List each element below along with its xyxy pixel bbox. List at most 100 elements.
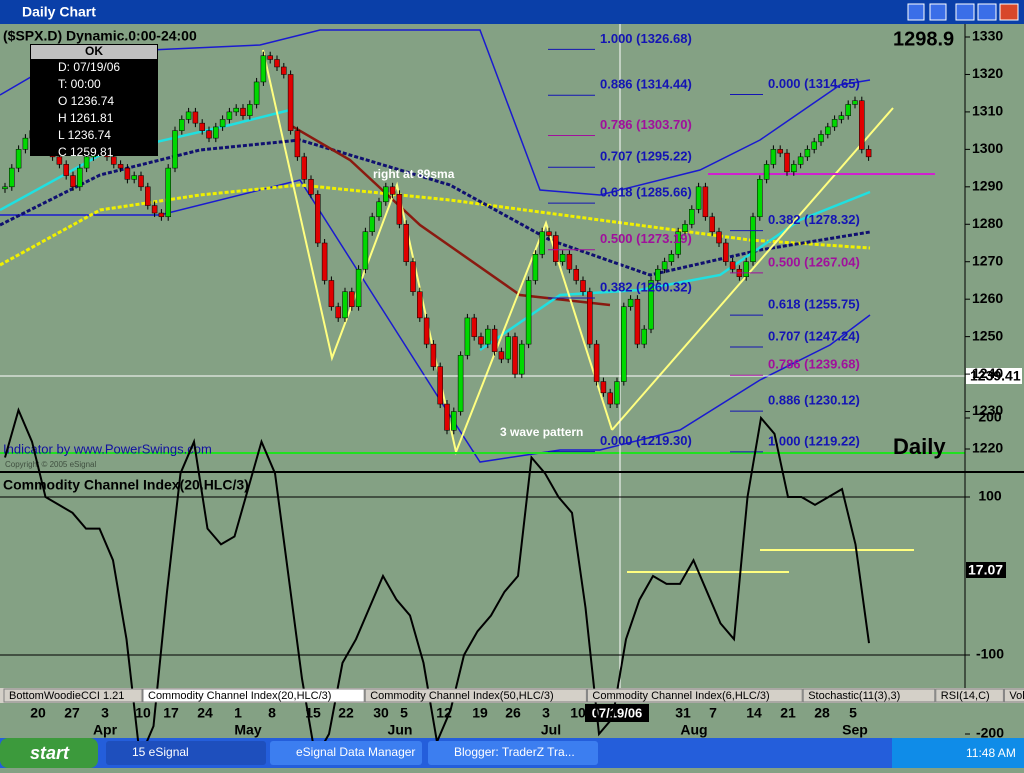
candle [852,100,858,105]
y-tick-label: 1220 [972,440,1003,456]
tab-label[interactable]: Stochastic(11(3),3) [808,690,900,702]
sma-89 [0,138,871,277]
y-tick-label: 1280 [972,215,1003,231]
taskbar-item[interactable] [106,741,266,765]
candle [648,280,654,330]
candle [124,167,131,180]
taskbar-item[interactable] [270,741,422,765]
candle [784,152,790,173]
candle [315,194,321,244]
window-title: Daily Chart [22,4,96,20]
taskbar-label[interactable]: eSignal Data Manager [296,745,415,759]
candle [763,164,770,180]
y-tick-label: 1250 [972,327,1003,343]
tab[interactable] [802,688,936,703]
candle [165,167,171,218]
candle [451,411,457,431]
candle [607,392,613,405]
month-label: Jul [541,722,561,738]
date-label: 3 [101,705,109,721]
candle [498,351,505,360]
tab-label[interactable]: RSI(14,C) [941,690,990,702]
sma-200 [0,183,871,267]
fib-label: 0.382 (1260.32) [600,279,692,294]
maximize-button[interactable] [977,3,997,21]
candle [287,74,294,131]
candle [838,115,845,120]
tab[interactable] [3,688,143,703]
candle [689,209,695,225]
date-label: 20 [30,705,46,721]
cursor-date: 07/19/06 [592,705,643,720]
title-bar [0,0,1024,24]
copyright: Copyright © 2005 eSignal [5,460,97,469]
taskbar-label[interactable]: 15 eSignal [132,745,189,759]
info-line: L 1236.74 [58,128,111,142]
taskbar-label[interactable]: Blogger: TraderZ Tra... [454,745,575,759]
ema-cyan [0,108,291,212]
info-header [31,45,157,59]
candle [260,55,267,83]
tab-label[interactable]: Volume [1009,690,1024,702]
tab-label[interactable]: Commodity Channel Index(6,HLC/3) [592,690,769,702]
info-line: C 1259.81 [58,145,114,159]
date-label: 7 [709,705,717,721]
menu-button[interactable] [929,3,947,21]
candle [825,126,831,135]
tab[interactable] [364,688,587,703]
fib-label: 1.000 (1219.22) [768,433,860,448]
candle [723,242,729,262]
last-price: 1298.9 [893,28,954,50]
candle [818,134,824,143]
fib-label: 0.786 (1239.68) [768,357,860,372]
tab[interactable] [1003,688,1024,703]
candle [145,186,151,206]
tab-label[interactable]: Commodity Channel Index(20,HLC/3) [148,690,331,702]
info-line: O 1236.74 [58,94,114,108]
y-tick-label: 1270 [972,252,1003,268]
annotation: right at 89sma [373,167,455,181]
candle [702,186,709,218]
date-label: 31 [675,705,691,721]
date-label: 10 [135,705,151,721]
candle [342,291,348,319]
start-label[interactable]: start [30,743,70,763]
candle [417,291,423,319]
candle [9,167,15,188]
tab[interactable] [142,688,365,703]
minimize-button[interactable] [955,3,975,21]
start-button[interactable] [0,738,98,768]
candle [70,175,76,188]
candle [553,235,559,262]
candle [56,156,63,165]
close-button[interactable] [999,3,1019,21]
candle [15,149,22,169]
tab-label[interactable]: BottomWoodieCCI 1.21 [9,690,124,702]
candle [845,104,851,116]
tab[interactable] [586,688,803,703]
cursor-date-box [585,704,649,722]
tab[interactable] [935,688,1004,703]
date-label: 5 [400,705,408,721]
taskbar-item[interactable] [428,741,598,765]
candle [430,343,437,367]
y-tick-label: 1310 [972,103,1003,119]
candle [355,268,362,307]
y-tick-label: 1240 [972,365,1003,381]
month-label: May [234,722,261,738]
candle [682,224,688,233]
candle [573,268,579,281]
candle [614,381,620,405]
candle [580,280,586,292]
candle [743,261,749,277]
candle [247,104,253,116]
pin-button[interactable] [907,3,925,21]
candle [308,179,314,195]
candle [478,336,484,345]
tray [892,738,1024,768]
candle [437,366,443,405]
month-label: Jun [388,722,413,738]
tab-label[interactable]: Commodity Channel Index(50,HLC/3) [370,690,553,702]
candle [716,231,722,244]
